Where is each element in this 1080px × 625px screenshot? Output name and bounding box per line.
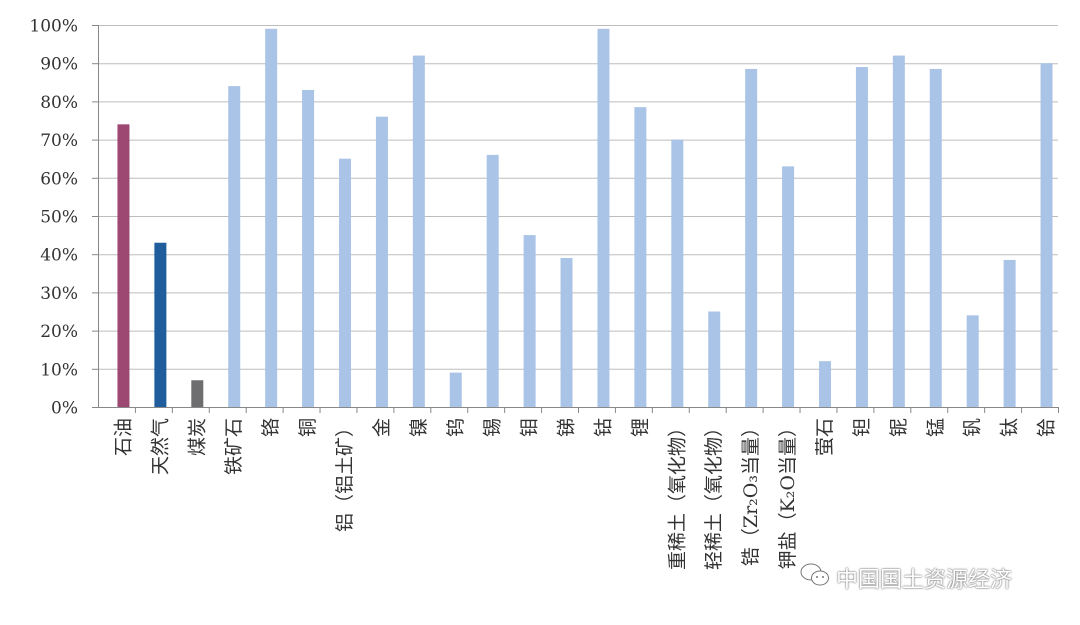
bar-7 [375,116,388,408]
x-tick-label: 铜 [297,418,319,437]
x-tick-label: 铬 [260,418,282,437]
x-tick-label: 萤石 [814,418,836,456]
wechat-icon [800,562,830,594]
y-tick-label: 80% [40,93,78,113]
bar-0 [117,124,130,407]
x-tick-label: 铁矿石 [223,418,245,475]
x-tick-label: 天然气 [149,418,171,475]
bar-25 [1040,63,1053,407]
watermark: 中国国土资源经济 [800,562,1012,594]
y-tick-label: 70% [40,131,78,151]
bar-17 [745,68,758,408]
bar-23 [966,315,979,407]
bar-1 [154,242,167,407]
x-tick-label: 铌 [888,418,910,437]
bar-14 [634,107,647,407]
bar-21 [892,55,905,408]
x-tick-label: 锰 [925,418,947,437]
x-tick-label: 钽 [851,418,873,437]
bar-4 [265,28,278,407]
bar-6 [339,158,351,407]
bar-12 [560,258,573,407]
y-tick-label: 20% [40,322,78,342]
x-tick-label: 钾盐（K₂O当量） [777,418,799,569]
y-tick-label: 40% [40,246,78,266]
bar-11 [523,235,536,407]
bar-3 [228,86,241,408]
x-tick-label: 金 [371,418,393,437]
bar-16 [708,311,721,407]
x-tick-label: 铪 [1036,418,1058,437]
x-tick-label: 轻稀土（氧化物） [703,418,725,570]
y-tick-label: 60% [40,169,78,189]
x-tick-label: 钨 [445,418,467,437]
bar-2 [191,380,204,407]
x-tick-label: 钛 [999,418,1021,437]
bar-22 [929,68,942,408]
bar-15 [671,139,684,407]
bar-19 [819,361,831,407]
bar-24 [1003,259,1016,407]
watermark-text: 中国国土资源经济 [836,568,1013,593]
y-tick-label: 50% [40,208,78,228]
bar-13 [597,28,610,407]
bar-18 [782,166,795,407]
x-tick-label: 石油 [112,418,134,456]
x-tick-label: 铝（铝土矿） [334,418,356,532]
bar-9 [449,372,462,407]
x-tick-label: 重稀土（氧化物） [666,418,688,570]
x-tick-label: 钒 [962,418,984,437]
x-tick-label: 锂 [629,418,651,437]
y-tick-label: 90% [40,55,78,75]
x-tick-label: 锡 [482,418,504,437]
bar-5 [302,89,315,407]
x-tick-label: 锑 [556,418,578,437]
bar-8 [412,55,425,408]
y-tick-label: 100% [29,17,78,37]
x-tick-label: 钴 [592,418,614,437]
x-tick-label: 煤炭 [186,418,208,456]
x-tick-label: 钼 [519,418,541,437]
bar-10 [486,154,499,407]
bar-20 [855,67,868,408]
x-tick-label: 镍 [408,418,430,437]
y-tick-label: 30% [40,284,78,304]
y-tick-label: 10% [40,360,78,380]
y-tick-label: 0% [51,399,78,419]
x-tick-label: 锆（Zr₂O₃当量） [740,418,762,566]
